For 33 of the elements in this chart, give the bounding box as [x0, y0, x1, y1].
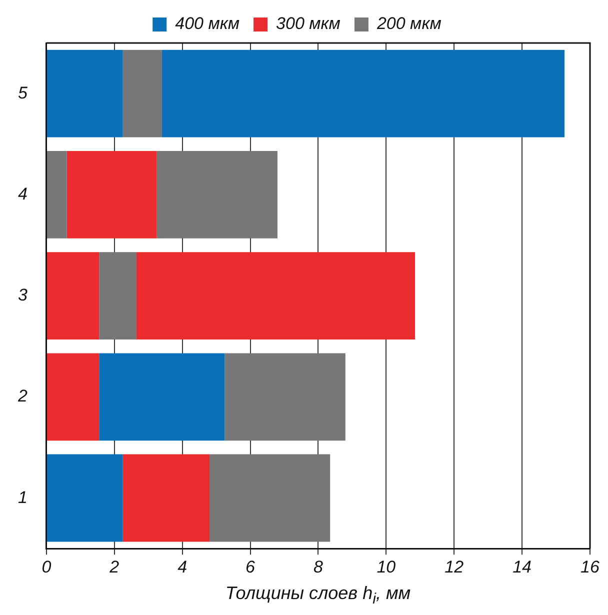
bar: [210, 454, 330, 542]
x-tick-label: 16: [580, 558, 600, 577]
x-tick-label: 0: [42, 558, 52, 577]
bar: [99, 353, 225, 441]
bar: [136, 252, 416, 340]
y-tick-label: 3: [18, 286, 28, 305]
legend-label: 400 мкм: [175, 14, 240, 34]
legend-label: 300 мкм: [276, 14, 341, 34]
bar: [46, 50, 123, 138]
bar: [46, 252, 100, 340]
y-tick-label: 1: [18, 488, 28, 507]
bar: [162, 50, 565, 138]
bar: [46, 454, 123, 542]
bar: [122, 50, 162, 138]
y-tick-label: 4: [18, 184, 28, 204]
bar: [122, 454, 210, 542]
bar: [66, 150, 157, 238]
bar: [99, 252, 136, 340]
bar: [46, 150, 67, 238]
x-tick-label: 8: [313, 558, 324, 577]
bar: [46, 353, 100, 441]
legend-label: 200 мкм: [376, 14, 442, 34]
x-tick-label: 2: [108, 558, 120, 577]
y-tick-label: 5: [18, 83, 28, 102]
bar: [156, 150, 278, 238]
x-tick-label: 4: [178, 558, 188, 577]
y-tick-label: 2: [16, 386, 28, 406]
x-tick-label: 14: [512, 558, 532, 577]
x-axis-title: Толщины слоев h$_{i}$, мм: [224, 583, 412, 608]
x-tick-label: 12: [444, 558, 464, 577]
x-tick-label: 10: [376, 558, 396, 577]
x-tick-label: 6: [246, 558, 256, 577]
bar: [224, 353, 346, 441]
